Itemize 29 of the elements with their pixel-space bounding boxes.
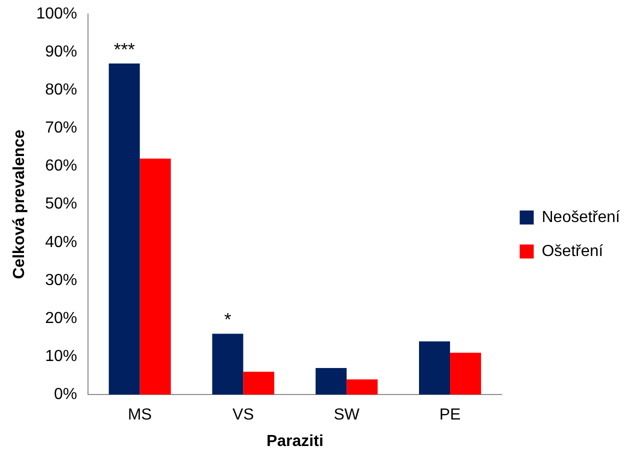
y-tick-label: 80% bbox=[45, 82, 78, 99]
x-tick-label: VS bbox=[232, 406, 254, 424]
annotation: *** bbox=[114, 39, 135, 60]
y-tick-label: 100% bbox=[36, 5, 78, 22]
bar bbox=[243, 372, 274, 395]
x-axis-title: Paraziti bbox=[266, 432, 324, 450]
bar bbox=[316, 368, 347, 395]
y-tick-label: 20% bbox=[45, 310, 78, 327]
y-tick-label: 90% bbox=[45, 43, 78, 60]
bar bbox=[419, 341, 450, 395]
x-tick-label: SW bbox=[334, 406, 360, 424]
legend-label: Neošetření bbox=[542, 208, 621, 226]
x-tick-label: PE bbox=[439, 406, 461, 424]
x-tick-label: MS bbox=[128, 406, 152, 424]
bar bbox=[140, 158, 171, 395]
bar bbox=[346, 379, 378, 395]
y-tick-label: 0% bbox=[54, 386, 78, 404]
bar bbox=[450, 352, 482, 395]
annotation: * bbox=[224, 310, 232, 330]
y-tick-label: 30% bbox=[45, 272, 78, 289]
bar bbox=[108, 63, 140, 395]
y-tick-label: 40% bbox=[45, 234, 78, 251]
y-tick-label: 60% bbox=[45, 158, 78, 175]
y-tick-label: 10% bbox=[45, 348, 78, 365]
y-tick-label: 50% bbox=[45, 196, 78, 213]
y-axis-title: Celková prevalence bbox=[11, 129, 28, 280]
y-tick-label: 70% bbox=[45, 120, 78, 137]
legend-label: Ošetření bbox=[542, 242, 604, 260]
bar bbox=[212, 334, 244, 395]
